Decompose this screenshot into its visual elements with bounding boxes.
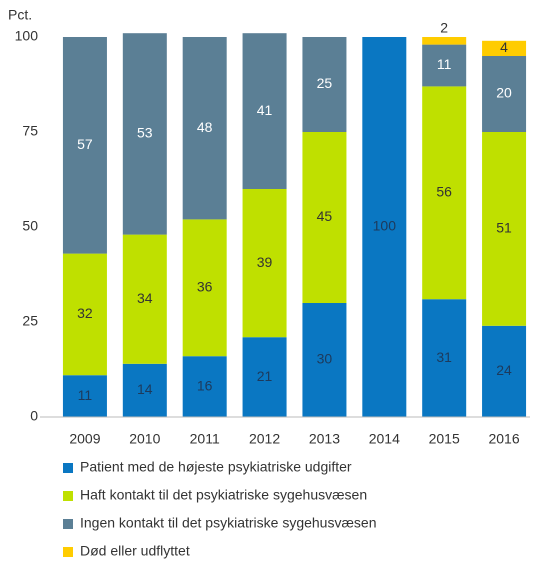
data-label: 41 (257, 102, 273, 118)
bar-segment (122, 363, 167, 417)
y-tick-label: 25 (22, 313, 38, 329)
bar-segment (242, 337, 287, 417)
data-label: 30 (317, 351, 333, 367)
legend-swatch (63, 519, 73, 529)
y-tick-label: 50 (22, 218, 38, 234)
bar-segment (182, 356, 227, 417)
data-label: 2 (440, 20, 448, 36)
data-label: 51 (496, 220, 512, 236)
bar-segment (482, 40, 527, 56)
data-label: 4 (500, 39, 508, 55)
bar-segment (302, 132, 347, 303)
data-label: 34 (137, 290, 153, 306)
data-label: 11 (437, 56, 452, 72)
bar-segment (362, 37, 407, 417)
data-label: 25 (317, 75, 333, 91)
data-label: 45 (317, 208, 333, 224)
bar-segment (302, 303, 347, 417)
legend-swatch (63, 463, 73, 473)
x-tick-label: 2011 (190, 431, 220, 447)
bar-segment (122, 234, 167, 364)
bar-segment (302, 37, 347, 132)
data-label: 11 (78, 387, 93, 403)
bar-segment (182, 37, 227, 220)
y-tick-label: 100 (15, 28, 39, 44)
x-tick-label: 2014 (369, 431, 400, 447)
legend-label: Ingen kontakt til det psykiatriske sygeh… (80, 515, 377, 531)
data-label: 21 (257, 368, 273, 384)
x-tick-label: 2013 (309, 431, 340, 447)
legend-label: Haft kontakt til det psykiatriske sygehu… (80, 487, 367, 503)
data-label: 32 (77, 305, 93, 321)
bar-segment (422, 37, 467, 45)
data-label: 31 (436, 349, 452, 365)
legend-label: Død eller udflyttet (80, 543, 190, 559)
legend-label: Patient med de højeste psykiatriske udgi… (80, 459, 352, 475)
x-tick-label: 2016 (488, 431, 519, 447)
data-label: 36 (197, 279, 213, 295)
data-label: 20 (496, 85, 512, 101)
bar-segment (62, 37, 107, 254)
data-label: 100 (373, 218, 397, 234)
x-tick-label: 2012 (249, 431, 280, 447)
data-label: 39 (257, 254, 273, 270)
y-tick-label: 0 (30, 408, 38, 424)
bar-segment (182, 219, 227, 357)
data-label: 48 (197, 119, 213, 135)
bar-segment (422, 44, 467, 87)
bar-segment (242, 33, 287, 190)
bar-segment (62, 375, 107, 417)
y-axis-label: Pct. (8, 7, 32, 23)
data-label: 14 (137, 381, 153, 397)
bar-segment (122, 33, 167, 235)
bar-segment (482, 325, 527, 417)
bar-segment (482, 56, 527, 132)
data-label: 53 (137, 125, 153, 141)
x-tick-label: 2010 (129, 431, 160, 447)
bar-segment (482, 132, 527, 326)
legend-swatch (63, 547, 73, 557)
y-tick-label: 75 (22, 123, 38, 139)
data-label: 24 (496, 362, 512, 378)
legend-swatch (63, 491, 73, 501)
x-tick-label: 2015 (429, 431, 460, 447)
data-label: 57 (77, 136, 93, 152)
bar-segment (62, 253, 107, 376)
x-tick-label: 2009 (69, 431, 100, 447)
bar-segment (422, 86, 467, 300)
bar-segment (242, 189, 287, 338)
bar-segment (422, 299, 467, 417)
data-label: 56 (436, 184, 452, 200)
data-label: 16 (197, 377, 213, 393)
